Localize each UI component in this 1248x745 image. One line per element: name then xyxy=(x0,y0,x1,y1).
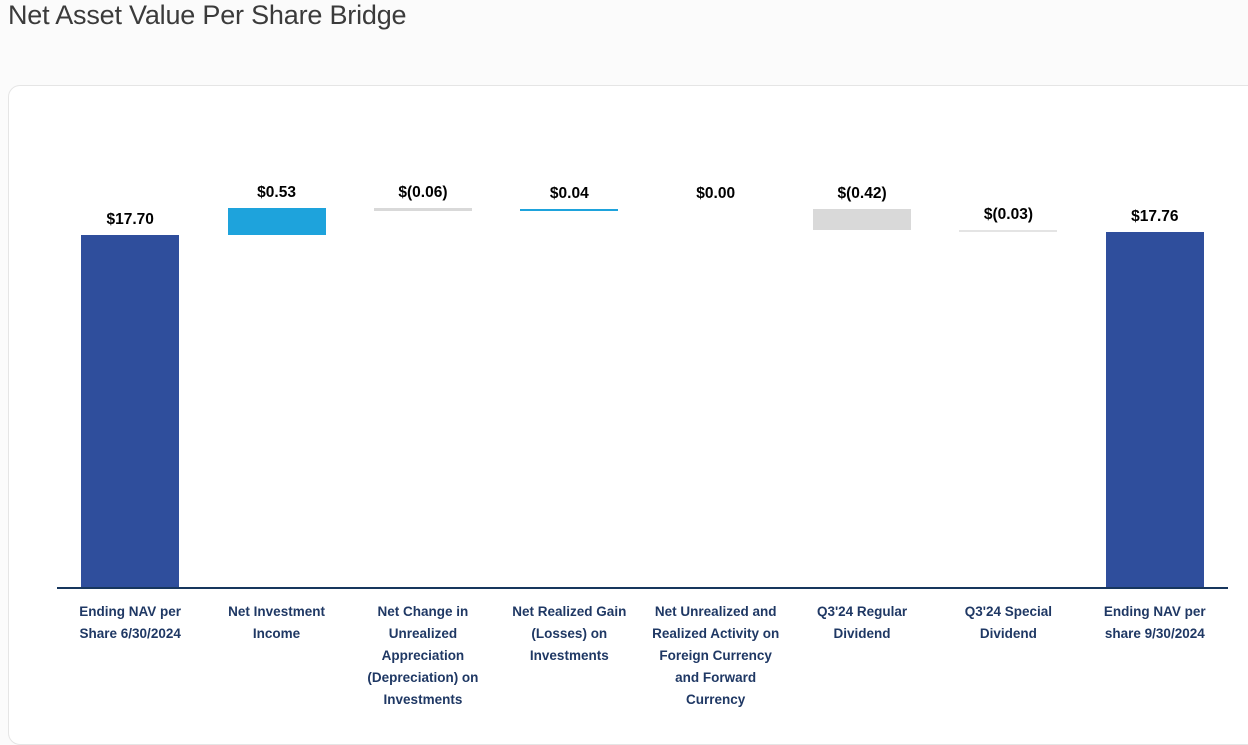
category-label-line: Net Unrealized and xyxy=(654,604,777,619)
category-label-line: Share 6/30/2024 xyxy=(79,626,181,641)
page-title: Net Asset Value Per Share Bridge xyxy=(8,0,407,30)
category-label: Ending NAV per share 9/30/2024 xyxy=(1080,601,1230,645)
category-label-line: Ending NAV per xyxy=(79,604,182,619)
category-label-line: Investments xyxy=(383,692,463,707)
waterfall-bar xyxy=(373,207,472,211)
category-label-line: Appreciation xyxy=(381,648,465,663)
waterfall-bar xyxy=(959,230,1058,233)
category-label: Net Investment Income xyxy=(202,601,352,645)
waterfall-bar xyxy=(227,207,326,235)
category-label: Q3'24 Special Dividend xyxy=(933,601,1083,645)
bar-value-label: $17.76 xyxy=(1131,207,1179,225)
category-label-line: Net Investment xyxy=(228,604,325,619)
bar-value-label: $(0.03) xyxy=(983,206,1033,224)
category-label-line: Dividend xyxy=(833,626,891,641)
category-label-line: (Depreciation) on xyxy=(367,670,479,685)
waterfall-bar xyxy=(81,234,180,588)
category-label-line: Unrealized xyxy=(388,626,458,641)
category-label-line: Net Change in xyxy=(377,604,469,619)
x-axis-line xyxy=(57,587,1228,589)
nav-bridge-chart: $17.70 Ending NAV per Share 6/30/2024 $0.53… xyxy=(55,183,1230,711)
bar-value-label: $0.00 xyxy=(696,184,736,202)
category-label-line: Dividend xyxy=(979,626,1037,641)
category-label-line: Realized Activity on xyxy=(652,626,780,641)
category-label-line: Income xyxy=(252,626,301,641)
category-label-line: Net Realized Gain xyxy=(512,604,627,619)
waterfall-bar xyxy=(813,208,912,231)
category-label-line: share 9/30/2024 xyxy=(1104,626,1205,641)
bar-value-label: $17.70 xyxy=(106,210,154,228)
bar-value-label: $0.53 xyxy=(257,183,296,201)
category-label-line: and Forward xyxy=(675,670,757,685)
category-label-line: Currency xyxy=(686,692,746,707)
chart-card xyxy=(8,85,1248,745)
category-label: Net Realized Gain (Losses) on Investments xyxy=(494,601,644,667)
category-label: Net Unrealized and Realized Activity on Fo… xyxy=(641,601,791,711)
category-label-line: Investments xyxy=(529,648,609,663)
bar-value-label: $(0.06) xyxy=(398,183,448,201)
category-label-line: Q3'24 Regular xyxy=(816,604,908,619)
category-label-line: Ending NAV per xyxy=(1103,604,1206,619)
category-label: Ending NAV per Share 6/30/2024 xyxy=(55,601,205,645)
bar-value-label: $0.04 xyxy=(549,184,589,202)
waterfall-bar xyxy=(520,208,619,211)
bar-value-label: $(0.42) xyxy=(837,184,887,202)
category-label-line: (Losses) on xyxy=(531,626,608,641)
category-label-line: Q3'24 Special xyxy=(964,604,1053,619)
category-label: Q3'24 Regular Dividend xyxy=(787,601,937,645)
waterfall-bar xyxy=(1105,231,1204,588)
category-label: Net Change in Unrealized Appreciation (Depr… xyxy=(348,601,498,711)
category-label-line: Foreign Currency xyxy=(659,648,772,663)
